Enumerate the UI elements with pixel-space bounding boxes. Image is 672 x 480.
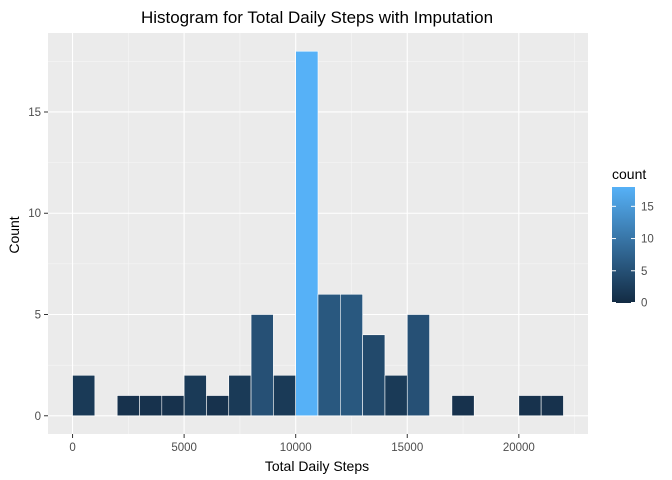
x-tick-label: 5000 [171,442,197,454]
y-tick-label: 5 [35,310,41,322]
histogram-bar [384,374,408,417]
histogram-bar [317,293,341,417]
histogram-bar [72,374,96,417]
histogram-bars [72,50,564,417]
legend-tick-label: 0 [641,298,647,310]
y-tick-label: 10 [28,208,41,220]
histogram-bar [340,293,363,417]
color-legend: count 0 5 10 15 [612,166,654,310]
x-tick-label: 0 [69,442,75,454]
histogram-bar [451,395,475,417]
histogram-bar [206,395,230,417]
histogram-bar [406,314,430,417]
histogram-bar [250,314,274,417]
legend-tick-label: 10 [641,234,654,246]
x-axis-label: Total Daily Steps [265,458,369,474]
histogram-bar [228,374,252,417]
histogram-bar [161,395,185,417]
y-axis-label: Count [6,216,22,253]
histogram-bar [183,374,207,417]
x-axis-ticks: 0 5000 10000 15000 20000 [69,434,535,454]
x-tick-label: 15000 [391,442,423,454]
legend-ticks: 0 5 10 15 [612,201,654,310]
histogram-bar [139,395,163,417]
chart-title: Histogram for Total Daily Steps with Imp… [141,8,493,27]
histogram-bar [540,395,564,417]
y-axis-ticks: 0 5 10 15 [28,107,48,423]
histogram-bar [518,395,542,417]
histogram-bar [116,395,140,417]
y-tick-label: 0 [35,411,41,423]
legend-tick-label: 15 [641,201,654,213]
histogram-bar [295,50,319,417]
y-tick-label: 15 [28,107,41,119]
histogram-bar [362,334,386,417]
legend-tick-label: 5 [641,266,647,278]
legend-title: count [612,166,646,182]
legend-colorbar [612,187,635,303]
histogram-bar [273,374,296,417]
x-tick-label: 20000 [503,442,535,454]
x-tick-label: 10000 [280,442,312,454]
